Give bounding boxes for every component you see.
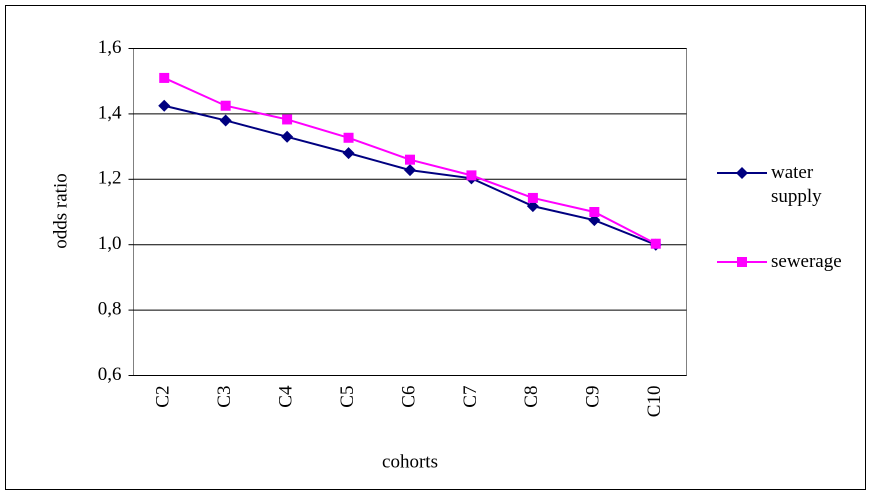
x-tick-label: C4 bbox=[275, 385, 296, 408]
x-tick-label: C7 bbox=[460, 386, 481, 408]
x-tick-label: C8 bbox=[521, 386, 542, 408]
x-tick-label: C2 bbox=[153, 386, 174, 408]
legend-label: water supply bbox=[771, 162, 822, 207]
marker bbox=[282, 114, 293, 125]
marker bbox=[343, 132, 354, 143]
legend-label: sewerage bbox=[771, 251, 842, 272]
marker bbox=[650, 238, 661, 249]
y-tick-label: 0,6 bbox=[98, 364, 122, 385]
plot-area bbox=[133, 48, 687, 376]
y-axis-title: odds ratio bbox=[50, 173, 71, 248]
marker bbox=[588, 214, 601, 227]
y-tick-label: 1,0 bbox=[98, 233, 122, 254]
marker bbox=[736, 167, 748, 179]
marker bbox=[159, 72, 170, 83]
x-tick-label: C6 bbox=[398, 386, 419, 408]
marker bbox=[405, 154, 415, 165]
marker bbox=[342, 147, 355, 160]
x-tick-label: C10 bbox=[644, 386, 665, 418]
marker bbox=[466, 170, 477, 181]
marker bbox=[404, 164, 416, 177]
marker bbox=[589, 207, 600, 217]
marker bbox=[220, 100, 231, 111]
y-tick-label: 1,6 bbox=[98, 37, 122, 58]
y-tick-label: 0,8 bbox=[98, 298, 122, 319]
marker bbox=[737, 257, 747, 267]
marker bbox=[527, 192, 538, 203]
y-tick-label: 1,2 bbox=[98, 168, 122, 189]
x-tick-label: C5 bbox=[337, 386, 358, 408]
marker bbox=[526, 200, 539, 213]
x-tick-label: C3 bbox=[214, 386, 235, 408]
x-tick-label: C9 bbox=[583, 386, 604, 408]
marker bbox=[281, 130, 294, 143]
marker bbox=[158, 99, 171, 112]
x-axis-title: cohorts bbox=[382, 451, 438, 472]
marker bbox=[219, 114, 232, 127]
y-tick-label: 1,4 bbox=[98, 102, 122, 123]
